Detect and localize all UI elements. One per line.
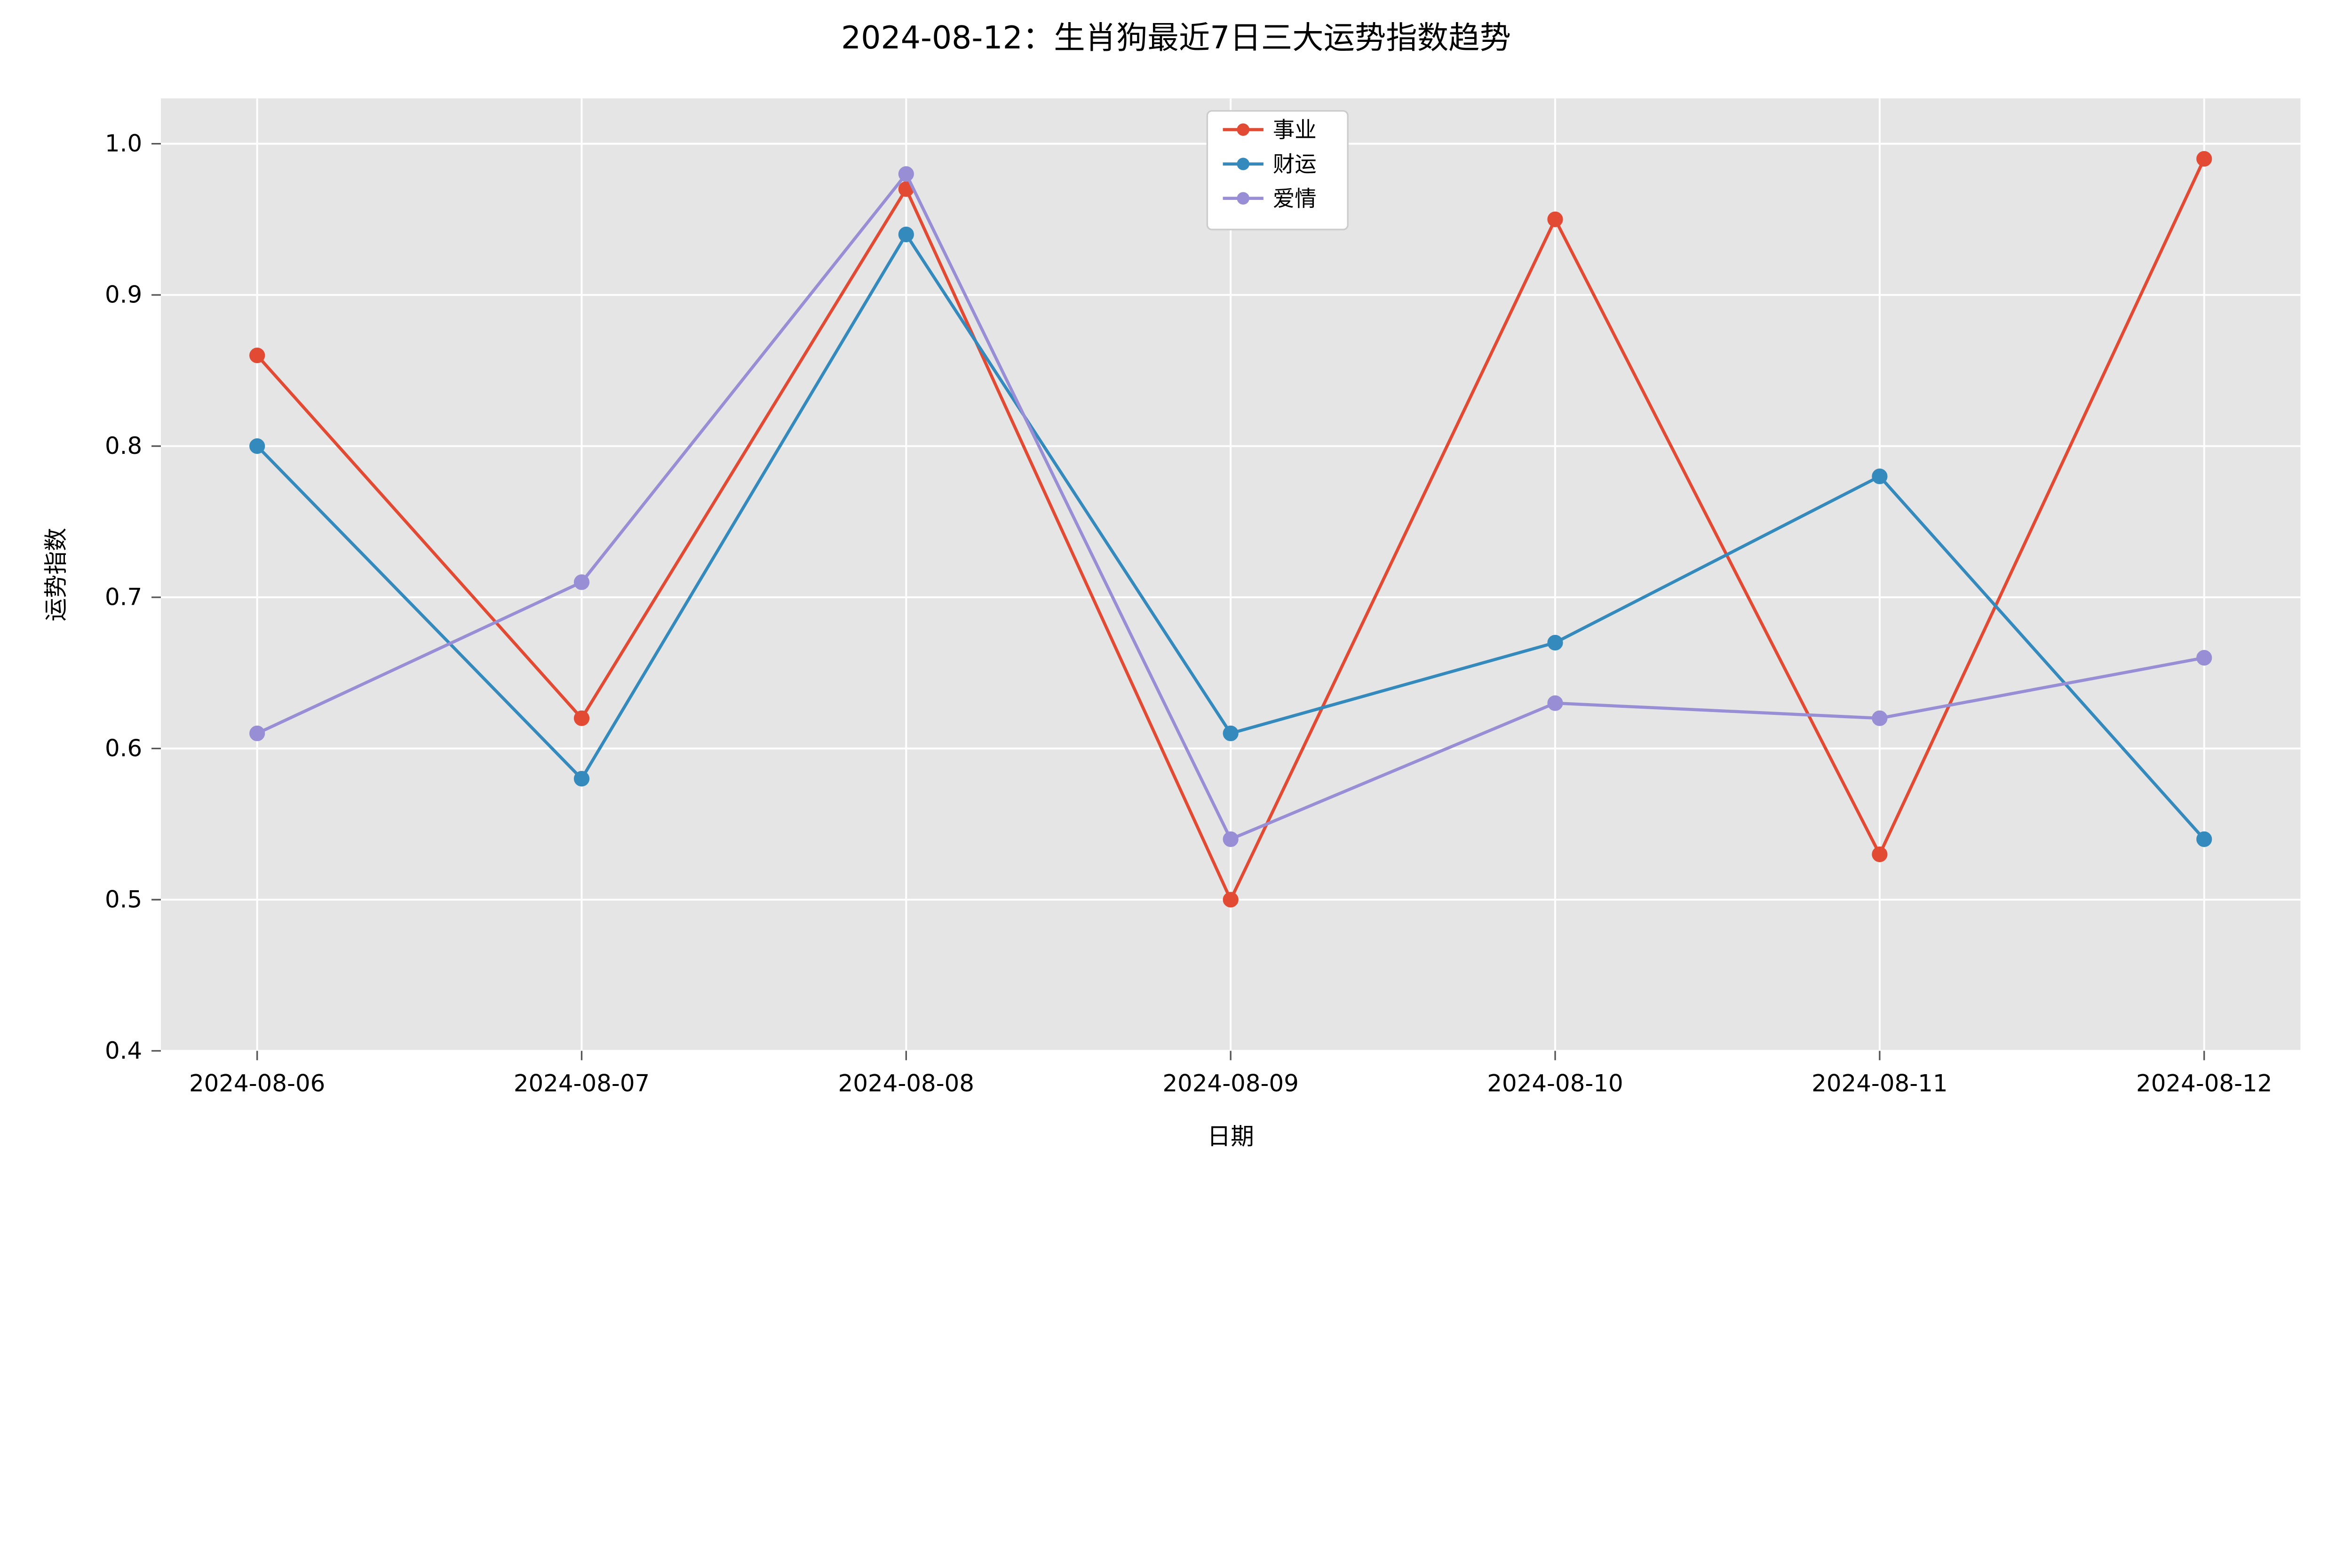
series-marker-love [899, 167, 913, 181]
series-marker-wealth [1548, 636, 1562, 650]
xtick-label: 2024-08-06 [189, 1070, 325, 1097]
ytick-label: 0.8 [105, 432, 142, 459]
series-marker-career [1224, 893, 1238, 907]
series-marker-career [1873, 847, 1887, 862]
ytick-label: 0.4 [105, 1037, 142, 1064]
series-marker-love [575, 575, 589, 589]
series-marker-career [250, 348, 264, 363]
legend-swatch-marker [1237, 192, 1249, 205]
xtick-label: 2024-08-10 [1487, 1070, 1623, 1097]
legend-swatch-marker [1237, 158, 1249, 170]
legend-label: 财运 [1273, 151, 1317, 177]
ytick-label: 0.7 [105, 584, 142, 611]
series-marker-wealth [2197, 832, 2211, 846]
series-marker-love [2197, 651, 2211, 665]
xtick-label: 2024-08-12 [2136, 1070, 2272, 1097]
series-marker-wealth [899, 228, 913, 242]
xtick-label: 2024-08-11 [1812, 1070, 1947, 1097]
series-marker-love [1224, 832, 1238, 846]
xtick-label: 2024-08-09 [1162, 1070, 1298, 1097]
series-marker-career [2197, 152, 2211, 166]
xtick-label: 2024-08-08 [838, 1070, 974, 1097]
legend-label: 事业 [1273, 117, 1317, 143]
xtick-label: 2024-08-07 [514, 1070, 650, 1097]
ytick-label: 0.5 [105, 886, 142, 913]
ytick-label: 0.9 [105, 281, 142, 309]
series-marker-career [1548, 212, 1562, 226]
legend-label: 爱情 [1273, 186, 1317, 211]
series-marker-love [1873, 711, 1887, 725]
series-marker-wealth [1873, 469, 1887, 483]
ytick-label: 1.0 [105, 130, 142, 157]
series-marker-love [250, 726, 264, 740]
ytick-label: 0.6 [105, 735, 142, 762]
series-marker-wealth [575, 772, 589, 786]
fortune-line-chart: 0.4 0.5 0.6 0.7 0.8 0.9 1.0 2024-08-06 2024-08-0… [5, 5, 2347, 1176]
legend-swatch-marker [1237, 123, 1249, 136]
series-marker-wealth [250, 439, 264, 453]
chart-container: 0.4 0.5 0.6 0.7 0.8 0.9 1.0 2024-08-06 2024-08-0… [0, 0, 2352, 1180]
series-marker-love [1548, 696, 1562, 710]
series-marker-wealth [1224, 726, 1238, 740]
x-axis-label: 日期 [1207, 1123, 1254, 1150]
series-marker-career [575, 711, 589, 725]
y-axis-label: 运势指数 [42, 528, 70, 621]
chart-title: 2024-08-12：生肖狗最近7日三大运势指数趋势 [841, 19, 1511, 56]
